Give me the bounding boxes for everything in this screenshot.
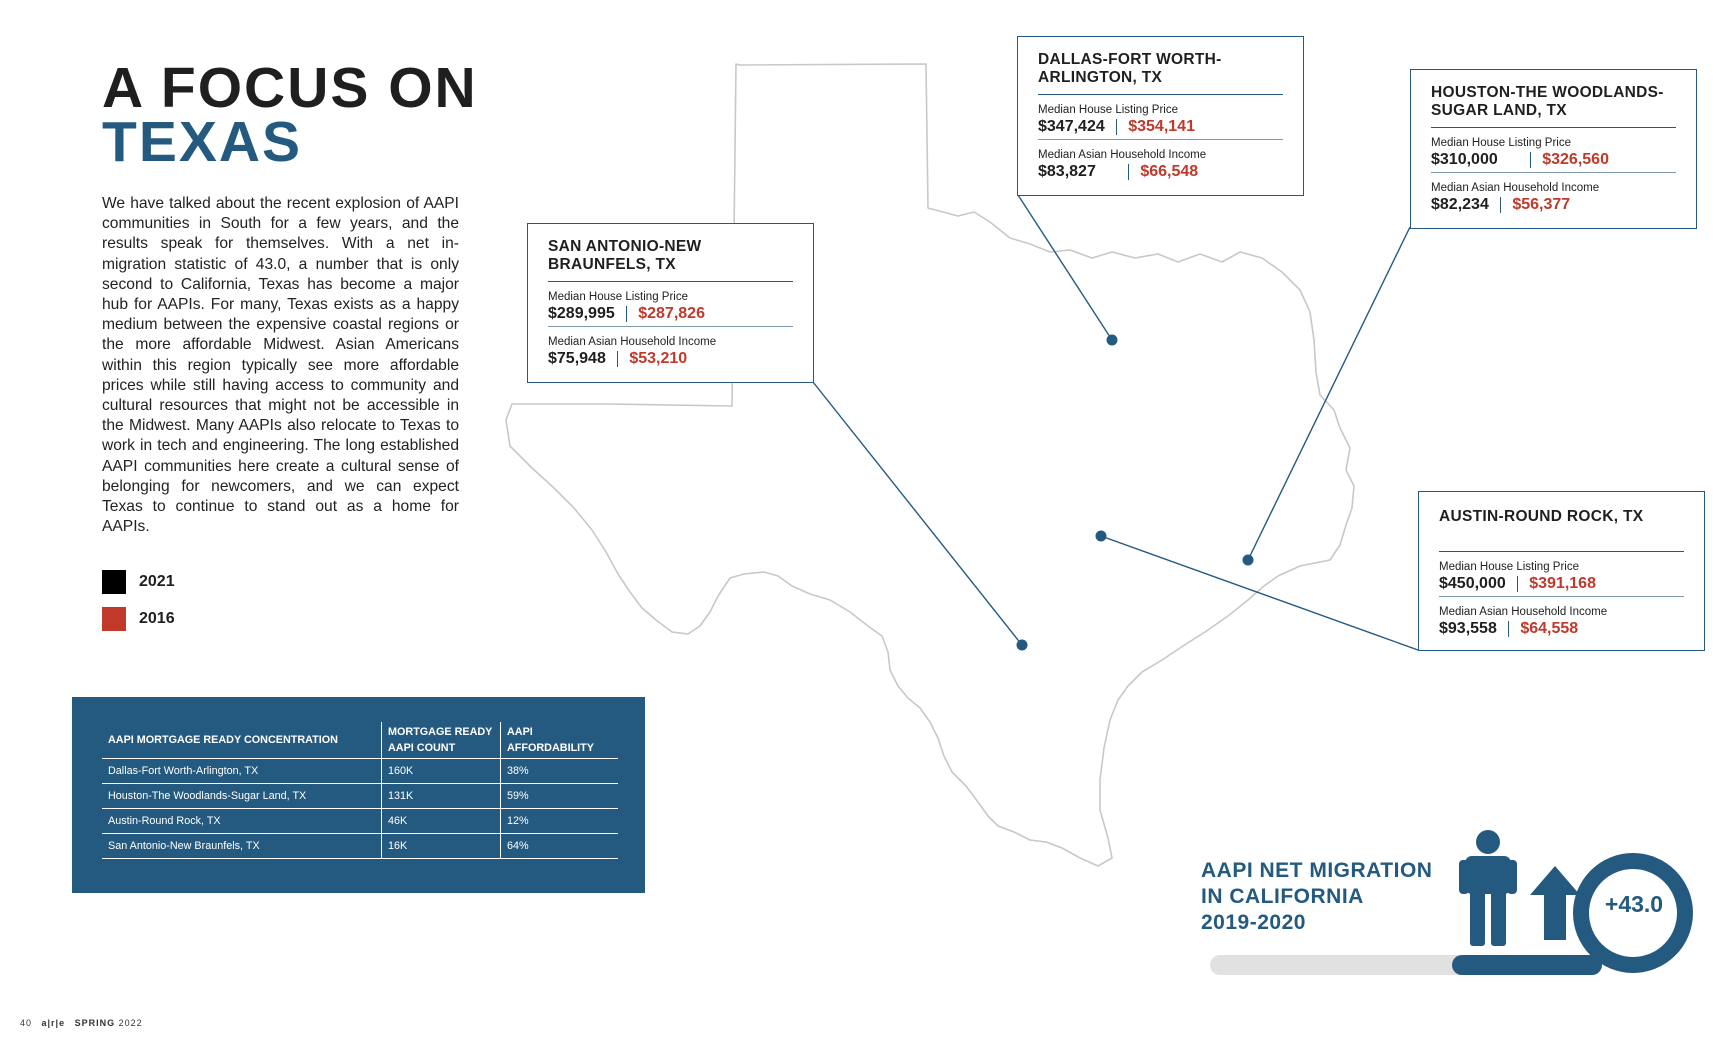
mortgage-table: AAPI MORTGAGE READY CONCENTRATION MORTGA… — [102, 722, 618, 859]
table-header-row: AAPI MORTGAGE READY CONCENTRATION MORTGA… — [102, 722, 618, 759]
table-cell: San Antonio-New Braunfels, TX — [102, 833, 382, 859]
footer-year: 2022 — [118, 1018, 143, 1028]
income-row: $75,948 $53,210 — [548, 349, 793, 369]
value-2021: $450,000 — [1439, 575, 1506, 592]
legend-label: 2016 — [139, 610, 175, 627]
income-label: Median Asian Household Income — [1431, 182, 1600, 194]
table-row: Austin-Round Rock, TX 46K 12% — [102, 808, 618, 834]
house-price-label: Median House Listing Price — [1431, 137, 1571, 149]
table-row: Houston-The Woodlands-Sugar Land, TX 131… — [102, 783, 618, 809]
house-price-row: $310,000 $326,560 — [1431, 150, 1676, 170]
callout-title: SUGAR LAND, TX — [1431, 102, 1567, 119]
table-cell: Dallas-Fort Worth-Arlington, TX — [102, 758, 382, 784]
income-label: Median Asian Household Income — [548, 336, 717, 348]
table-cell: 16K — [381, 833, 501, 859]
page-title-line2: TEXAS — [102, 110, 303, 174]
callout-title: SAN ANTONIO-NEW — [548, 238, 702, 255]
page-number: 40 — [20, 1018, 33, 1028]
value-2016: $53,210 — [629, 350, 688, 367]
legend-swatch-2016 — [102, 607, 126, 631]
value-2016: $391,168 — [1529, 575, 1596, 592]
callout-title: AUSTIN-ROUND ROCK, TX — [1439, 508, 1644, 525]
income-row: $83,827 $66,548 — [1038, 162, 1283, 182]
legend-item-2021: 2021 — [102, 570, 175, 594]
value-2021: $347,424 — [1038, 118, 1105, 135]
callout-title: ARLINGTON, TX — [1038, 69, 1163, 86]
income-label: Median Asian Household Income — [1038, 149, 1207, 161]
callout-sanantonio: SAN ANTONIO-NEW BRAUNFELS, TX Median Hou… — [527, 223, 814, 383]
mortgage-table-panel: AAPI MORTGAGE READY CONCENTRATION MORTGA… — [72, 697, 645, 893]
income-row: $93,558 $64,558 — [1439, 619, 1684, 639]
value-2016: $56,377 — [1512, 196, 1571, 213]
table-row: Dallas-Fort Worth-Arlington, TX 160K 38% — [102, 758, 618, 784]
callout-title: BRAUNFELS, TX — [548, 256, 676, 273]
callout-austin: AUSTIN-ROUND ROCK, TX Median House Listi… — [1418, 491, 1705, 651]
footer-season: SPRING — [74, 1018, 116, 1028]
house-price-row: $450,000 $391,168 — [1439, 574, 1684, 594]
house-price-row: $289,995 $287,826 — [548, 304, 793, 324]
page-title-line1: A FOCUS ON — [102, 56, 478, 120]
value-2021: $93,558 — [1439, 620, 1497, 637]
table-cell: Houston-The Woodlands-Sugar Land, TX — [102, 783, 382, 809]
migration-circle — [1573, 853, 1693, 973]
callout-title: DALLAS-FORT WORTH- — [1038, 51, 1222, 68]
migration-title: AAPI NET MIGRATION IN CALIFORNIA 2019-20… — [1201, 858, 1432, 936]
value-2021: $75,948 — [548, 350, 606, 367]
value-2021: $83,827 — [1038, 163, 1096, 180]
legend-item-2016: 2016 — [102, 607, 175, 631]
table-cell: 38% — [500, 758, 618, 784]
table-cell: 160K — [381, 758, 501, 784]
callout-dallas: DALLAS-FORT WORTH- ARLINGTON, TX Median … — [1017, 36, 1304, 196]
houston-marker — [1242, 554, 1254, 566]
table-cell: 46K — [381, 808, 501, 834]
arrow-up-icon — [1530, 866, 1580, 940]
value-2021: $82,234 — [1431, 196, 1489, 213]
migration-title-line: IN CALIFORNIA — [1201, 885, 1364, 908]
value-2016: $66,548 — [1140, 163, 1199, 180]
callout-title: HOUSTON-THE WOODLANDS- — [1431, 84, 1664, 101]
person-icon — [1459, 830, 1517, 946]
table-cell: 131K — [381, 783, 501, 809]
legend-label: 2021 — [139, 573, 175, 590]
value-2021: $310,000 — [1431, 151, 1498, 168]
table-header: MORTGAGE READY AAPI COUNT — [381, 722, 501, 759]
migration-progress-track — [1210, 955, 1510, 975]
table-row: San Antonio-New Braunfels, TX 16K 64% — [102, 833, 618, 859]
migration-title-line: AAPI NET MIGRATION — [1201, 859, 1433, 882]
value-2016: $287,826 — [638, 305, 705, 322]
migration-progress-fill — [1452, 955, 1602, 975]
income-label: Median Asian Household Income — [1439, 606, 1608, 618]
table-cell: 59% — [500, 783, 618, 809]
austin-marker — [1095, 530, 1107, 542]
house-price-label: Median House Listing Price — [548, 291, 688, 303]
migration-value: +43.0 — [1604, 891, 1664, 917]
house-price-row: $347,424 $354,141 — [1038, 117, 1283, 137]
value-2016: $326,560 — [1542, 151, 1609, 168]
page-footer: 40 a|r|e SPRING 2022 — [20, 1018, 143, 1028]
value-2016: $64,558 — [1520, 620, 1579, 637]
table-cell: 64% — [500, 833, 618, 859]
value-2021: $289,995 — [548, 305, 615, 322]
callout-houston: HOUSTON-THE WOODLANDS- SUGAR LAND, TX Me… — [1410, 69, 1697, 229]
table-cell: Austin-Round Rock, TX — [102, 808, 382, 834]
texas-outline — [505, 63, 1355, 867]
dallas-marker — [1106, 334, 1118, 346]
value-2016: $354,141 — [1128, 118, 1195, 135]
brand-logo: a|r|e — [41, 1018, 66, 1028]
house-price-label: Median House Listing Price — [1038, 104, 1178, 116]
income-row: $82,234 $56,377 — [1431, 195, 1676, 215]
table-cell: 12% — [500, 808, 618, 834]
table-header: AAPI AFFORDABILITY — [500, 722, 618, 759]
sanantonio-marker — [1016, 639, 1028, 651]
table-header: AAPI MORTGAGE READY CONCENTRATION — [102, 722, 382, 759]
legend-swatch-2021 — [102, 570, 126, 594]
migration-title-line: 2019-2020 — [1201, 911, 1306, 934]
house-price-label: Median House Listing Price — [1439, 561, 1579, 573]
intro-paragraph: We have talked about the recent explosio… — [102, 195, 459, 536]
